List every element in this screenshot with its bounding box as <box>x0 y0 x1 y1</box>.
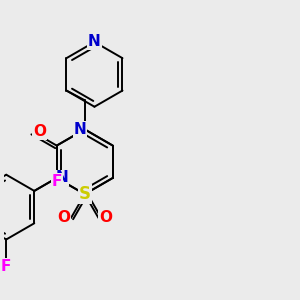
Text: F: F <box>1 259 11 274</box>
Text: O: O <box>33 124 46 139</box>
Text: N: N <box>55 170 68 185</box>
Text: O: O <box>58 211 70 226</box>
Text: F: F <box>52 174 62 189</box>
Text: N: N <box>74 122 86 137</box>
Text: N: N <box>88 34 101 50</box>
Text: S: S <box>79 185 91 203</box>
Text: O: O <box>99 211 112 226</box>
